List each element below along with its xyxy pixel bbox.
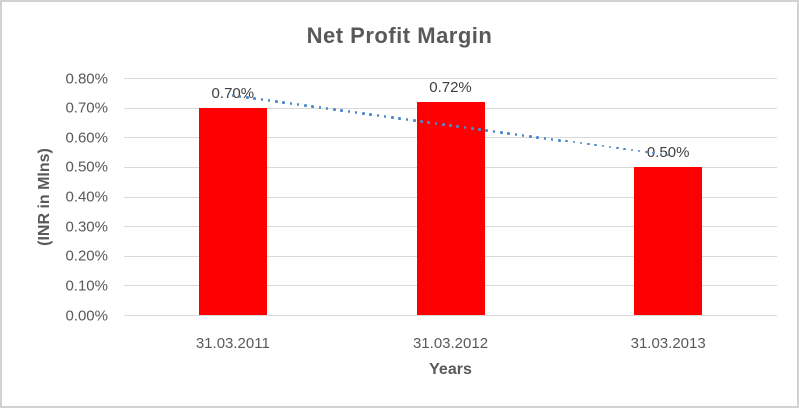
gridline — [124, 78, 777, 79]
trendline-dot — [333, 108, 336, 111]
trendline-dot — [253, 97, 256, 101]
trendline-dot — [579, 141, 583, 145]
trendline-dot — [623, 147, 626, 151]
x-tick-label: 31.03.2012 — [412, 335, 489, 352]
trendline-dot — [340, 109, 343, 112]
bar — [634, 166, 703, 315]
y-tick-label: 0.40% — [65, 188, 108, 206]
trendline-dot — [652, 151, 655, 155]
x-axis-title: Years — [429, 361, 472, 378]
trendline-dot — [608, 145, 612, 149]
trendline-dot — [470, 127, 474, 130]
trendline-dot — [572, 140, 576, 144]
trendline-dot — [282, 101, 285, 104]
trendline-dot — [616, 146, 619, 150]
trendline-dot — [558, 138, 561, 142]
trendline-dot — [354, 111, 358, 114]
trendline-dot — [485, 129, 489, 132]
trendline-dot — [311, 105, 314, 108]
trendline-dot — [427, 121, 431, 124]
trendline-dot — [630, 148, 634, 152]
trendline-dot — [645, 150, 648, 154]
y-tick-label: 0.80% — [65, 70, 108, 87]
trendline-dot — [492, 130, 496, 133]
trendline-dot — [369, 113, 372, 116]
y-tick-label: 0.50% — [65, 158, 108, 176]
trendline-dot — [275, 100, 278, 103]
trendline-dot — [304, 104, 307, 107]
gridline — [124, 315, 777, 316]
trendline-dot — [246, 96, 249, 100]
trendline-dot — [289, 102, 293, 105]
y-tick-label: 0.20% — [65, 247, 108, 265]
bar — [416, 101, 485, 315]
data-label: 0.70% — [211, 84, 255, 102]
trendline-dot — [550, 137, 554, 141]
chart-title: Net Profit Margin — [306, 23, 493, 48]
trendline-dot — [391, 116, 394, 119]
trendline-dot — [601, 144, 605, 148]
y-tick-label: 0.00% — [65, 307, 108, 324]
trendline-dot — [499, 131, 503, 134]
trendline-dot — [449, 124, 452, 127]
data-label: 0.50% — [646, 143, 690, 161]
trendline-dot — [594, 143, 597, 147]
trendline-dot — [362, 112, 365, 115]
x-tick-label: 31.03.2013 — [630, 335, 706, 352]
data-label: 0.72% — [429, 78, 472, 96]
trendline-dot — [376, 114, 380, 117]
bar — [198, 107, 267, 315]
trendline-dot — [637, 149, 641, 153]
x-tick-label: 31.03.2011 — [195, 335, 270, 352]
trendline-dot — [260, 98, 264, 102]
y-tick-label: 0.10% — [65, 277, 108, 295]
trendline-dot — [383, 115, 387, 118]
trendline-dot — [405, 118, 409, 121]
trendline-dot — [412, 119, 416, 122]
trendline-dot — [398, 117, 401, 120]
trendline-dot — [666, 153, 670, 157]
trendline-dot — [296, 103, 300, 106]
trendline-dot — [318, 106, 322, 109]
trendline-dot — [434, 122, 438, 125]
y-tick-label: 0.70% — [65, 99, 108, 117]
trendline-dot — [267, 99, 271, 102]
trendline-dot — [507, 132, 510, 135]
trendline-dot — [565, 139, 568, 143]
trendline-dot — [514, 132, 518, 136]
trendline-dot — [587, 142, 590, 146]
trendline-dot — [325, 107, 329, 110]
trendline-dot — [659, 152, 663, 156]
trendline-dot — [463, 126, 467, 129]
trendline-dot — [543, 136, 547, 140]
trendline-dot — [529, 134, 532, 138]
trendline-dot — [231, 94, 235, 98]
trendline-dot — [536, 135, 539, 139]
trendline-dot — [238, 95, 242, 99]
y-tick-label: 0.60% — [65, 129, 108, 147]
trendline-dot — [347, 110, 351, 113]
trendline-dot — [441, 123, 445, 126]
y-tick-label: 0.30% — [65, 218, 108, 236]
trendline-dot — [420, 120, 423, 123]
trendline-dot — [478, 128, 481, 131]
trendline-dot — [456, 125, 460, 128]
trendline-dot — [521, 133, 525, 137]
